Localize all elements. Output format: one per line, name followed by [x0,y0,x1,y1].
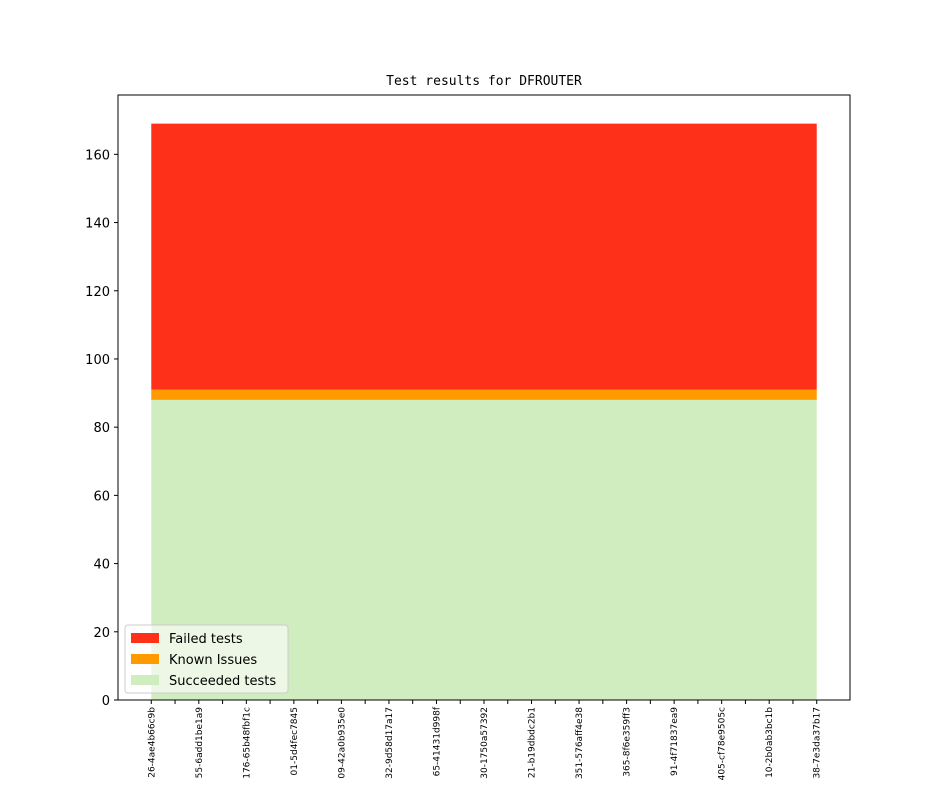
x-tick-label: 09-42a0b935e0 [337,707,347,779]
x-tick-label: 10-2b0ab3bc1b [765,707,775,778]
y-tick-label: 0 [102,694,110,709]
x-tick-label: 32-9d58d17a17 [385,707,395,779]
x-tick-label: 55-6add1be1a9 [195,707,205,779]
legend-label: Succeeded tests [169,674,276,689]
legend-frame [124,624,289,694]
y-tick-label: 120 [85,285,110,300]
area [151,389,817,400]
x-tick-label: 365-8f6e359ff3 [623,707,633,777]
y-tick-label: 160 [85,148,110,163]
legend-label: Failed tests [169,632,243,647]
x-tick-label: 65-41431d998f [432,706,442,776]
x-tick-label: 351-576aff4e38 [575,707,585,779]
y-tick-label: 80 [93,421,110,436]
y-tick-label: 20 [93,626,110,641]
x-tick-label: 21-b19dbdc2b1 [528,707,538,778]
y-tick-label: 60 [93,489,110,504]
area [151,123,817,390]
legend-swatch [131,675,159,685]
x-tick-label: 26-4ae4b66c9b [147,707,157,778]
y-tick-label: 40 [93,558,110,573]
legend-label: Known Issues [169,653,257,668]
x-tick-label: 176-65b48fbf1c [242,707,252,779]
y-tick-label: 100 [85,353,110,368]
chart-title: Test results for DFROUTER [386,74,582,89]
x-tick-label: 01-5d4fec7845 [290,707,300,775]
x-tick-label: 405-cf78e9505c [718,707,728,780]
x-tick-label: 30-1750a57392 [480,707,490,779]
area [151,399,817,700]
y-tick-label: 140 [85,217,110,232]
legend-swatch [131,654,159,664]
x-tick-label: 38-7e3da37b17 [813,707,823,779]
x-tick-label: 91-4f71837ea9 [670,707,680,776]
legend-swatch [131,633,159,643]
